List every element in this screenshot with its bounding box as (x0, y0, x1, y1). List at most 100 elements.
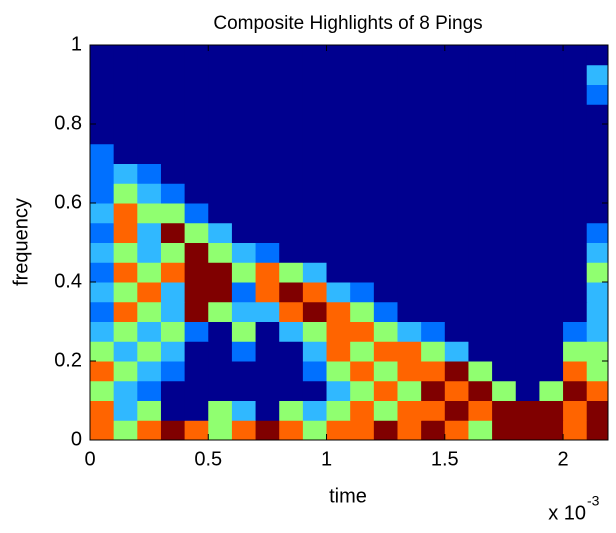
heatmap-cell (279, 420, 304, 441)
heatmap-cell (421, 242, 446, 263)
heatmap-cell (444, 282, 469, 303)
heatmap-cell (444, 380, 469, 401)
heatmap-cell (444, 361, 469, 382)
heatmap-cell (492, 242, 517, 263)
heatmap-cell (208, 45, 233, 66)
heatmap-cell (563, 143, 588, 164)
heatmap-cell (515, 222, 540, 243)
heatmap-cell (137, 420, 162, 441)
heatmap-cell (137, 64, 162, 85)
heatmap-cell (255, 84, 280, 105)
heatmap-cell (184, 143, 209, 164)
heatmap-cell (302, 282, 328, 303)
heatmap-cell (586, 104, 609, 125)
heatmap-cell (302, 163, 328, 184)
heatmap-cell (279, 301, 304, 322)
heatmap-cell (302, 400, 328, 421)
heatmap-cell (326, 400, 351, 421)
heatmap-cell (539, 84, 564, 105)
heatmap-cell (137, 143, 162, 164)
heatmap-cell (350, 64, 375, 85)
heatmap-cell (586, 84, 609, 105)
heatmap-cell (444, 143, 469, 164)
heatmap-cell (421, 301, 446, 322)
heatmap-cell (468, 84, 493, 105)
heatmap-cell (255, 321, 280, 342)
heatmap-cell (444, 45, 469, 66)
heatmap-cell (113, 222, 138, 243)
y-tick-label: 0.6 (54, 191, 82, 213)
heatmap-cell (563, 163, 588, 184)
heatmap-cell (350, 183, 375, 204)
heatmap-cell (468, 45, 493, 66)
heatmap-cell (90, 420, 115, 441)
heatmap-cell (326, 104, 351, 125)
heatmap-cell (373, 420, 398, 441)
heatmap-cell (492, 321, 517, 342)
heatmap-cell (113, 262, 138, 283)
heatmap-cell (468, 242, 493, 263)
heatmap-cell (184, 163, 209, 184)
heatmap-cell (373, 104, 398, 125)
heatmap-cell (373, 380, 398, 401)
heatmap-cell (326, 301, 351, 322)
heatmap-cell (231, 361, 257, 382)
heatmap-cell (350, 84, 375, 105)
heatmap-cell (444, 341, 469, 362)
heatmap-cell (255, 163, 280, 184)
heatmap-cell (90, 124, 115, 145)
heatmap-cell (492, 143, 517, 164)
heatmap-cell (113, 64, 138, 85)
heatmap-cell (444, 64, 469, 85)
heatmap-cell (421, 400, 446, 421)
heatmap-cell (373, 301, 398, 322)
heatmap-cell (279, 282, 304, 303)
heatmap-cell (208, 222, 233, 243)
heatmap-cell (137, 380, 162, 401)
heatmap-cell (421, 124, 446, 145)
y-tick-label: 0.4 (54, 270, 82, 292)
heatmap-cell (492, 341, 517, 362)
heatmap-cell (539, 420, 564, 441)
heatmap-cell (184, 84, 209, 105)
heatmap-cell (515, 420, 540, 441)
heatmap-cell (160, 282, 186, 303)
heatmap-cell (302, 420, 328, 441)
heatmap-cell (90, 380, 115, 401)
heatmap-cell (563, 124, 588, 145)
heatmap-cell (255, 420, 280, 441)
heatmap-cell (492, 420, 517, 441)
heatmap-cell (137, 183, 162, 204)
heatmap-cell (113, 163, 138, 184)
heatmap-cell (302, 380, 328, 401)
heatmap-cell (302, 222, 328, 243)
heatmap-cell (208, 183, 233, 204)
heatmap-cell (444, 222, 469, 243)
heatmap-cell (350, 380, 375, 401)
chart-title: Composite Highlights of 8 Pings (213, 13, 482, 34)
heatmap-cell (184, 183, 209, 204)
heatmap-cell (90, 222, 115, 243)
heatmap-cell (279, 183, 304, 204)
heatmap-cell (350, 262, 375, 283)
x-multiplier-exponent: -3 (587, 493, 600, 509)
heatmap-cell (539, 104, 564, 125)
heatmap-cell (539, 301, 564, 322)
heatmap-cell (563, 183, 588, 204)
heatmap-cell (492, 282, 517, 303)
heatmap-cell (184, 242, 209, 263)
heatmap-cell (279, 64, 304, 85)
heatmap-cell (326, 341, 351, 362)
heatmap-cell (539, 45, 564, 66)
heatmap-cell (255, 301, 280, 322)
heatmap-cell (137, 341, 162, 362)
heatmap-cell (397, 242, 422, 263)
heatmap-cell (444, 203, 469, 224)
heatmap-cell (350, 203, 375, 224)
heatmap-cell (326, 222, 351, 243)
heatmap-cell (184, 203, 209, 224)
heatmap-cell (563, 64, 588, 85)
heatmap-cell (184, 380, 209, 401)
heatmap-cell (255, 341, 280, 362)
